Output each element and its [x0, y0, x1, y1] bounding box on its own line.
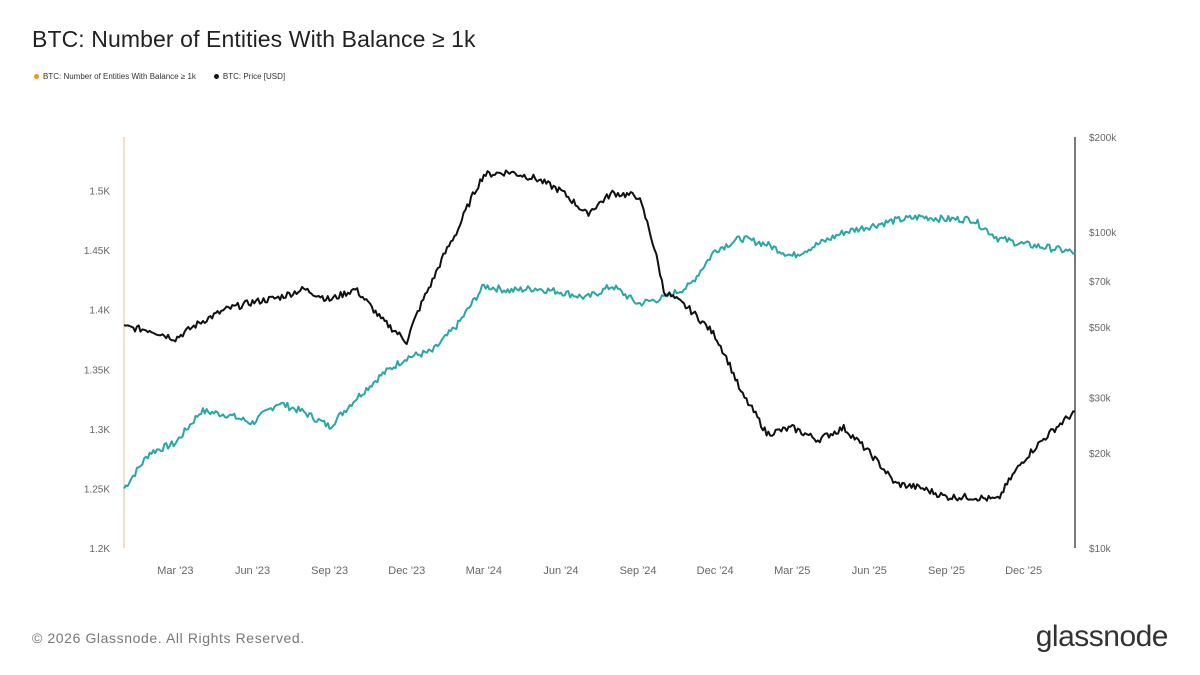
- right-tick-label: $30k: [1089, 393, 1112, 404]
- left-tick-label: 1.3K: [89, 425, 110, 436]
- legend-item-entities[interactable]: BTC: Number of Entities With Balance ≥ 1…: [34, 72, 196, 81]
- chart-legend: BTC: Number of Entities With Balance ≥ 1…: [34, 72, 285, 81]
- legend-dot-entities: [34, 74, 39, 79]
- x-tick-label: Jun '24: [543, 565, 578, 577]
- legend-label-entities: BTC: Number of Entities With Balance ≥ 1…: [43, 72, 196, 81]
- series-line-price: [123, 169, 1076, 502]
- x-tick-label: Jun '25: [852, 565, 887, 577]
- copyright-footer: © 2026 Glassnode. All Rights Reserved.: [32, 630, 305, 646]
- x-tick-label: Dec '24: [697, 565, 734, 577]
- glassnode-logo: glassnode: [1035, 620, 1169, 653]
- right-tick-label: $20k: [1089, 449, 1112, 460]
- left-tick-label: 1.5K: [89, 187, 110, 198]
- x-tick-label: Mar '25: [774, 565, 810, 577]
- x-tick-label: Jun '23: [235, 565, 270, 577]
- line-chart: 1.2K 1.25K 1.3K 1.35K 1.4K 1.45K 1.5K $10k $20k $…: [84, 133, 1117, 577]
- legend-label-price: BTC: Price [USD]: [222, 72, 286, 81]
- right-tick-label: $50k: [1089, 323, 1112, 334]
- left-tick-label: 1.35K: [84, 365, 110, 376]
- x-tick-label: Dec '25: [1005, 565, 1042, 577]
- left-tick-label: 1.2K: [89, 544, 110, 555]
- x-tick-label: Mar '24: [466, 565, 502, 577]
- right-tick-label: $200k: [1089, 133, 1117, 144]
- left-tick-label: 1.25K: [84, 484, 110, 495]
- chart-title: BTC: Number of Entities With Balance ≥ 1…: [32, 26, 476, 52]
- right-tick-label: $100k: [1089, 228, 1117, 239]
- legend-item-price[interactable]: BTC: Price [USD]: [213, 72, 286, 81]
- x-tick-label: Sep '25: [928, 565, 965, 577]
- x-tick-label: Sep '24: [620, 565, 657, 577]
- x-tick-label: Dec '23: [388, 565, 425, 577]
- right-tick-label: $10k: [1089, 544, 1112, 555]
- series-line-entities: [123, 214, 1076, 490]
- x-tick-label: Mar '23: [157, 565, 193, 577]
- right-tick-label: $70k: [1089, 277, 1112, 288]
- left-tick-label: 1.4K: [89, 306, 110, 317]
- x-tick-label: Sep '23: [311, 565, 348, 577]
- left-tick-label: 1.45K: [84, 246, 110, 257]
- legend-dot-price: [213, 74, 219, 79]
